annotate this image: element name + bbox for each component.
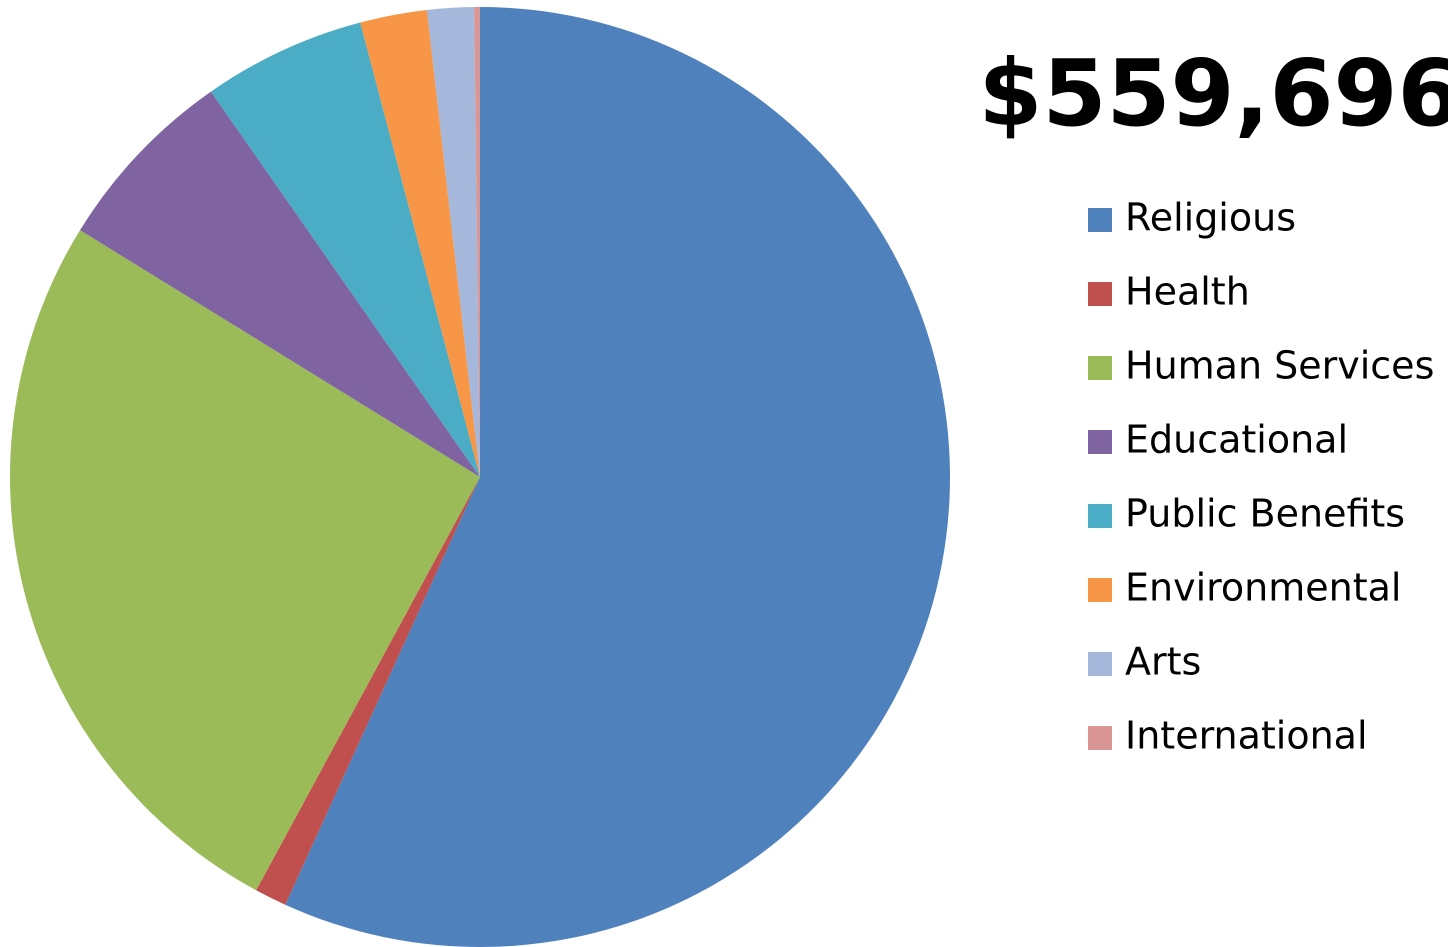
- chart-title: $559,696: [978, 40, 1448, 147]
- legend-label: Health: [1125, 270, 1250, 314]
- pie-slice: [9, 230, 480, 891]
- legend-swatch: [1088, 282, 1112, 306]
- pie-slice: [256, 477, 480, 905]
- legend-label: Educational: [1125, 418, 1348, 462]
- pie-slice: [426, 7, 480, 477]
- legend-swatch: [1088, 430, 1112, 454]
- pie-slice: [210, 22, 480, 477]
- pie-slice: [285, 7, 950, 947]
- legend-label: Environmental: [1125, 566, 1401, 610]
- legend-label: International: [1125, 714, 1368, 758]
- legend-label: Public Benefits: [1125, 492, 1405, 536]
- pie-slice: [80, 91, 480, 478]
- legend-label: Arts: [1125, 640, 1201, 684]
- pie-slice: [474, 7, 480, 477]
- legend-swatch: [1088, 578, 1112, 602]
- legend-swatch: [1088, 652, 1112, 676]
- pie-slice: [360, 10, 480, 477]
- legend-swatch: [1088, 726, 1112, 750]
- legend-label: Human Services: [1125, 344, 1434, 388]
- legend-label: Religious: [1125, 196, 1296, 240]
- legend-swatch: [1088, 504, 1112, 528]
- legend-swatch: [1088, 356, 1112, 380]
- legend-swatch: [1088, 208, 1112, 232]
